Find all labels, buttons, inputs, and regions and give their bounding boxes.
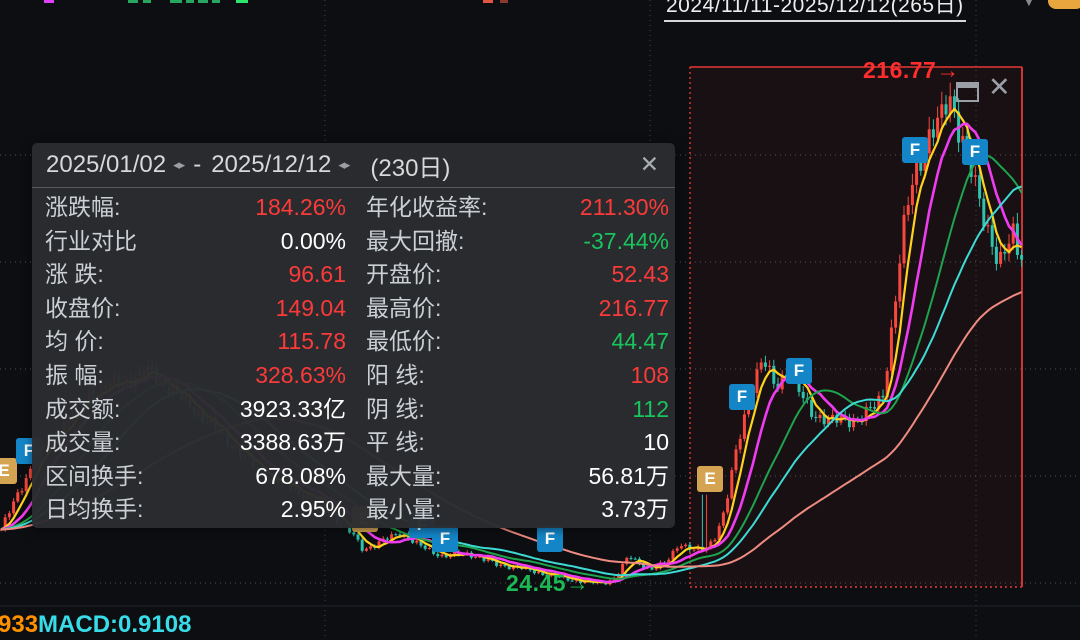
stats-row: 区间换手: 678.08% 最大量: 56.81万 (32, 460, 675, 494)
stat-value: 328.63% (255, 361, 346, 388)
event-badge-E[interactable]: E (0, 458, 17, 484)
stats-row: 涨跌幅: 184.26% 年化收益率: 211.30% (32, 191, 675, 225)
stat-value: 44.47 (611, 328, 669, 355)
stat-label: 成交量: (45, 429, 121, 456)
event-badge-F[interactable]: F (786, 358, 812, 384)
stat-label: 阴 线: (366, 395, 425, 422)
stat-value: -37.44% (583, 227, 669, 254)
event-badge-E[interactable]: E (697, 466, 723, 492)
stat-label: 最小量: (366, 496, 442, 523)
macd-value: MACD:0.9108 (38, 611, 192, 638)
cropped-text-remnant (483, 0, 493, 3)
stat-label: 成交额: (45, 395, 121, 422)
stats-row: 成交量: 3388.63万平 线: 10 (32, 426, 675, 460)
stats-row: 行业对比 0.00% 最大回撤: -37.44% (32, 225, 675, 259)
stat-label: 涨跌幅: (45, 194, 121, 220)
stats-rows: 涨跌幅: 184.26% 年化收益率: 211.30% 行业对比 0.00% 最大回撤: -3… (32, 188, 675, 527)
stat-label: 开盘价: (366, 261, 442, 288)
range-stats-panel: 2025/01/02 ◂▸ - 2025/12/12 ◂▸ (230日) ✕ 涨… (32, 143, 675, 528)
stat-label: 区间换手: (45, 462, 144, 489)
event-badge-F[interactable]: F (902, 137, 928, 163)
stats-row: 振 幅: 328.63% 阳 线: 108 (32, 359, 675, 393)
stat-value: 96.61 (288, 261, 346, 288)
stat-value: 149.04 (275, 294, 346, 321)
stat-value: 56.81万 (588, 462, 669, 489)
cropped-text-remnant (143, 0, 151, 3)
event-badge-F[interactable]: F (729, 384, 755, 410)
stat-label: 最大回撤: (366, 227, 465, 254)
indicator-prefix: 933 (0, 611, 39, 638)
stats-panel-header: 2025/01/02 ◂▸ - 2025/12/12 ◂▸ (230日) ✕ (32, 143, 675, 188)
cropped-text-remnant (186, 0, 194, 3)
start-date-stepper-icon[interactable]: ◂▸ (173, 157, 185, 172)
toolbar-pill-button[interactable] (1048, 0, 1080, 9)
stat-label: 最高价: (366, 294, 442, 321)
end-date: 2025/12/12 (211, 151, 332, 178)
stat-value: 10 (643, 429, 669, 456)
stat-value: 678.08% (255, 462, 346, 489)
stat-value: 3923.33亿 (239, 395, 346, 422)
stat-label: 年化收益率: (366, 194, 488, 220)
macd-indicator-label: 933MACD:0.9108 (0, 611, 191, 639)
stat-label: 最大量: (366, 462, 442, 489)
low-price-annotation: 24.45→ (506, 570, 590, 596)
event-badge-F[interactable]: F (962, 139, 988, 165)
cropped-text-remnant (236, 0, 248, 3)
stat-label: 均 价: (45, 328, 104, 355)
stat-value: 211.30% (579, 194, 669, 220)
stat-value: 52.43 (611, 261, 669, 288)
stat-value: 112 (632, 395, 669, 422)
stats-row: 涨 跌: 96.61 开盘价: 52.43 (32, 258, 675, 292)
day-count: (230日) (370, 154, 451, 182)
stat-value: 184.26% (255, 194, 346, 220)
stats-row: 成交额: 3923.33亿阴 线: 112 (32, 393, 675, 427)
restore-window-icon[interactable] (956, 82, 979, 102)
stat-label: 日均换手: (45, 496, 144, 523)
date-range-link[interactable]: 2024/11/11-2025/12/12(265日) (664, 0, 966, 22)
stats-row: 均 价: 115.78 最低价: 44.47 (32, 325, 675, 359)
cropped-text-remnant (170, 0, 182, 3)
stat-value: 3388.63万 (239, 429, 346, 456)
stats-row: 日均换手: 2.95% 最小量: 3.73万 (32, 493, 675, 527)
cropped-text-remnant (44, 0, 54, 3)
close-window-icon[interactable]: ✕ (988, 72, 1011, 102)
event-badge-F[interactable]: F (537, 526, 563, 552)
stat-label: 平 线: (366, 429, 425, 456)
restore-window-bar (958, 84, 977, 88)
cropped-text-remnant (500, 0, 508, 3)
date-separator: - (193, 151, 202, 178)
stat-label: 收盘价: (45, 294, 121, 321)
stat-value: 0.00% (280, 227, 346, 254)
chevron-down-icon[interactable]: ▼ (1021, 0, 1037, 10)
high-price-annotation: 216.77→ (863, 57, 960, 83)
stat-label: 行业对比 (45, 227, 137, 254)
event-badge-F[interactable]: F (432, 526, 458, 552)
stat-value: 108 (630, 361, 669, 388)
cropped-text-remnant (212, 0, 220, 3)
stat-label: 涨 跌: (45, 261, 104, 288)
start-date: 2025/01/02 (46, 151, 167, 178)
end-date-stepper-icon[interactable]: ◂▸ (338, 157, 350, 172)
stats-row: 收盘价: 149.04 最高价: 216.77 (32, 292, 675, 326)
stat-value: 3.73万 (601, 496, 669, 523)
cropped-text-remnant (128, 0, 138, 3)
cropped-text-remnant (198, 0, 208, 3)
close-panel-icon[interactable]: ✕ (639, 151, 659, 177)
stat-label: 阳 线: (366, 361, 425, 388)
stat-value: 216.77 (598, 294, 669, 321)
stat-label: 最低价: (366, 328, 442, 355)
stat-value: 115.78 (277, 328, 346, 355)
stat-label: 振 幅: (45, 361, 104, 388)
stat-value: 2.95% (280, 496, 346, 523)
